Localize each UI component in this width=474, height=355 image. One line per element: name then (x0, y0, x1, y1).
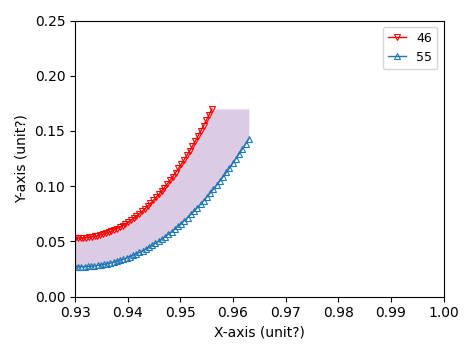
46 (198, 129, 204, 133)
46 (190, 144, 195, 148)
46 (125, 220, 131, 224)
46 (103, 231, 109, 235)
46 (97, 233, 103, 237)
46 (94, 234, 100, 238)
46 (137, 212, 142, 216)
46 (173, 170, 178, 175)
46 (86, 235, 92, 239)
46 (117, 225, 123, 229)
46 (128, 218, 134, 222)
46 (72, 236, 78, 240)
46 (164, 182, 170, 186)
46 (75, 236, 81, 240)
46 (114, 226, 120, 231)
46 (131, 216, 137, 220)
46 (153, 195, 159, 200)
46 (206, 113, 212, 117)
46 (92, 234, 98, 239)
46 (142, 207, 148, 211)
55 (137, 250, 142, 255)
46 (145, 204, 151, 208)
46 (78, 236, 83, 240)
46 (209, 107, 215, 111)
46 (89, 235, 95, 239)
Legend: 46, 55: 46, 55 (383, 27, 438, 69)
46 (175, 166, 181, 171)
46 (156, 192, 162, 196)
46 (184, 153, 190, 158)
46 (203, 118, 209, 122)
X-axis label: X-axis (unit?): X-axis (unit?) (214, 326, 305, 340)
46 (81, 236, 86, 240)
46 (195, 134, 201, 138)
46 (109, 229, 114, 233)
Line: 55: 55 (72, 136, 252, 270)
46 (122, 222, 128, 226)
46 (162, 185, 167, 190)
46 (147, 201, 153, 206)
46 (106, 230, 111, 234)
46 (187, 149, 192, 153)
46 (134, 214, 139, 218)
46 (178, 162, 184, 166)
46 (100, 232, 106, 236)
46 (192, 139, 198, 143)
46 (119, 223, 125, 228)
46 (170, 174, 176, 179)
55 (72, 265, 78, 269)
55 (227, 166, 232, 170)
55 (246, 137, 252, 141)
Line: 46: 46 (72, 106, 215, 241)
46 (83, 235, 89, 240)
Y-axis label: Y-axis (unit?): Y-axis (unit?) (15, 114, 29, 203)
55 (91, 264, 97, 268)
55 (104, 262, 110, 266)
46 (150, 198, 156, 203)
55 (243, 142, 248, 146)
46 (201, 124, 206, 128)
46 (139, 209, 145, 213)
46 (159, 189, 164, 193)
55 (114, 259, 120, 263)
46 (181, 158, 187, 162)
46 (111, 228, 117, 232)
46 (167, 178, 173, 182)
